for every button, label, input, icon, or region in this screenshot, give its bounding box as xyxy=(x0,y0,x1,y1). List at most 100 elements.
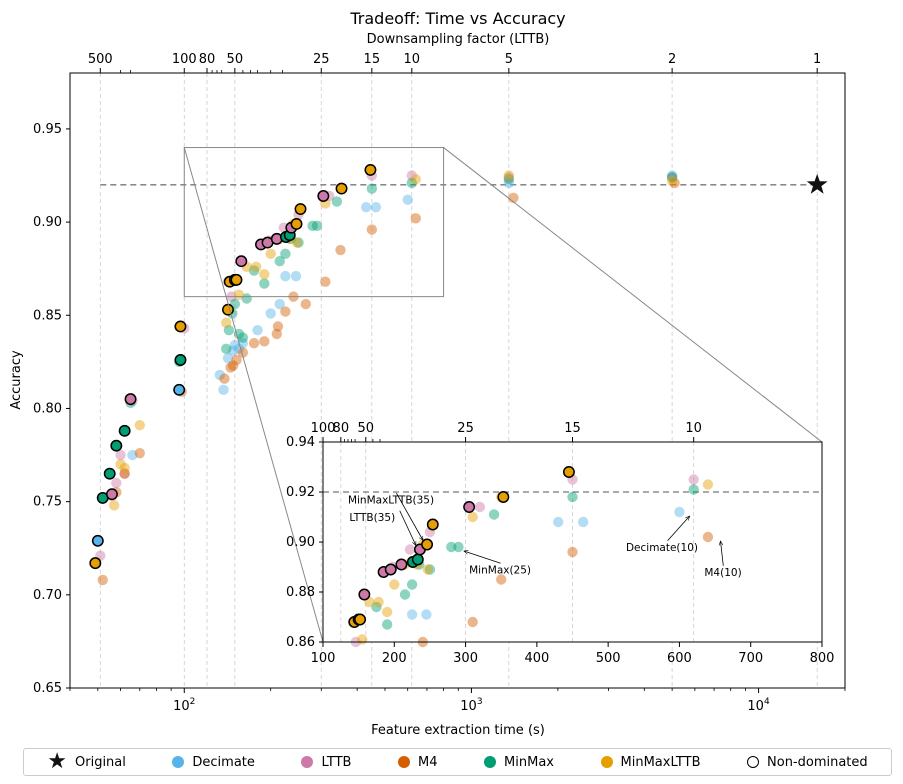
chart-title: Tradeoff: Time vs Accuracy xyxy=(349,9,565,28)
point-minmax-11 xyxy=(237,332,249,343)
y-tick-label-5: 0.90 xyxy=(33,215,62,230)
inset-point-minmaxlttb-20 xyxy=(467,511,478,523)
inset-point-minmax-15 xyxy=(399,589,411,600)
x-tick-label-exp-1: 3 xyxy=(477,697,483,707)
inset-y-tick-label-3: 0.92 xyxy=(286,485,315,500)
legend-item-minmax: MinMax xyxy=(484,755,554,770)
annotation-4: M4(10) xyxy=(704,567,741,579)
point-decimate-4 xyxy=(218,384,229,396)
inset-point-minmax-22 xyxy=(567,491,578,503)
point-minmaxlttb-25 xyxy=(666,175,678,187)
point-m4-19 xyxy=(366,224,378,235)
inset-pareto-point-17 xyxy=(384,563,397,576)
point-m4-2 xyxy=(119,468,130,479)
inset-point-minmaxlttb-18 xyxy=(422,564,433,575)
legend-label: Original xyxy=(75,754,126,770)
point-minmaxlttb-1 xyxy=(108,500,120,511)
annotation-2: MinMax(25) xyxy=(469,564,531,576)
point-m4-13 xyxy=(272,321,284,332)
legend-ring-icon xyxy=(747,756,760,768)
point-minmaxlttb-3 xyxy=(119,462,130,474)
inset-y-tick-label-4: 0.94 xyxy=(286,435,315,450)
top-tick-label-6: 10 xyxy=(404,52,421,67)
inset-x-tick-label-1: 200 xyxy=(382,651,407,666)
zoom-connector-right xyxy=(443,147,823,443)
point-minmax-20 xyxy=(311,220,323,232)
point-minmax-13 xyxy=(248,265,260,276)
point-decimate-7 xyxy=(229,339,241,351)
legend-label: MinMax xyxy=(504,754,554,770)
point-minmax-19 xyxy=(307,220,318,232)
point-minmax-21 xyxy=(331,196,343,207)
point-m4-22 xyxy=(669,177,680,189)
inset-point-minmaxlttb-14 xyxy=(389,579,400,590)
pareto-point-3 xyxy=(106,488,118,501)
point-decimate-5 xyxy=(222,352,234,364)
inset-point-decimate-13 xyxy=(406,609,418,620)
y-tick-label-0: 0.65 xyxy=(33,681,62,696)
point-decimate-19 xyxy=(666,170,678,181)
inset-top-tick-label-3: 25 xyxy=(457,421,474,436)
pareto-point-24 xyxy=(317,190,330,202)
inset-point-minmax-23 xyxy=(688,484,699,495)
inset-pareto-point-20 xyxy=(411,553,424,566)
inset-point-lttb-15 xyxy=(474,501,486,513)
inset-pareto-point-18 xyxy=(395,558,408,571)
pareto-point-1 xyxy=(89,557,102,570)
point-minmaxlttb-14 xyxy=(265,248,276,259)
pareto-point-22 xyxy=(290,218,303,230)
legend-item-decimate: Decimate xyxy=(172,755,255,770)
point-m4-16 xyxy=(300,298,312,310)
zoom-connector-left xyxy=(183,147,324,643)
inset-y-tick-label-1: 0.88 xyxy=(286,585,315,600)
pareto-point-9 xyxy=(174,354,187,366)
annotation-arrow-4 xyxy=(720,541,724,566)
annotation-arrow-2 xyxy=(464,551,501,564)
legend-swatch-icon xyxy=(398,756,410,768)
point-m4-18 xyxy=(335,244,346,256)
inset-point-minmax-19 xyxy=(446,541,457,553)
pareto-point-0 xyxy=(91,534,104,547)
inset-point-lttb-13 xyxy=(404,544,416,555)
legend-swatch-icon xyxy=(600,756,613,768)
y-tick-label-3: 0.80 xyxy=(33,401,62,416)
inset-point-minmax-13 xyxy=(371,601,382,613)
point-decimate-18 xyxy=(503,177,515,189)
inset-x-tick-label-5: 600 xyxy=(667,651,692,666)
inset-pareto-point-15 xyxy=(358,588,371,601)
point-minmax-16 xyxy=(280,248,291,259)
inset-point-minmax-20 xyxy=(453,541,464,553)
inset-point-minmaxlttb-23 xyxy=(702,479,714,490)
point-minmax-12 xyxy=(241,293,252,304)
legend-label: Decimate xyxy=(192,754,255,770)
point-decimate-1 xyxy=(127,449,138,461)
point-lttb-19 xyxy=(666,172,678,183)
annotation-arrow-3 xyxy=(667,516,690,542)
point-decimate-11 xyxy=(265,308,276,319)
top-axis-label: Downsampling factor (LTTB) xyxy=(367,32,550,47)
point-minmax-14 xyxy=(259,278,270,289)
point-minmaxlttb-18 xyxy=(291,237,303,248)
point-lttb-4 xyxy=(119,468,130,479)
inset-plot: MinMaxLTTB(35) LTTB(35) MinMax(25) Decimate… xyxy=(286,421,834,666)
point-decimate-6 xyxy=(227,345,239,356)
inset-pareto-point-14 xyxy=(354,613,367,626)
point-m4-5 xyxy=(219,373,230,384)
x-tick-label-0: 102 xyxy=(173,697,195,714)
inset-top-tick-label-0: 100 xyxy=(311,421,336,436)
inset-point-m4-19 xyxy=(567,546,578,558)
point-m4-10 xyxy=(248,338,260,349)
point-m4-9 xyxy=(237,347,249,358)
zoom-region-rect xyxy=(183,147,445,298)
inset-y-tick-label-0: 0.86 xyxy=(286,635,315,650)
x-tick-label-exp-0: 2 xyxy=(190,697,196,707)
point-decimate-13 xyxy=(280,270,291,282)
inset-pareto-point-24 xyxy=(463,501,476,513)
inset-top-tick-label-5: 10 xyxy=(685,421,702,436)
pareto-point-4 xyxy=(103,467,116,480)
point-decimate-10 xyxy=(252,324,263,336)
point-decimate-17 xyxy=(402,194,413,205)
annotation-arrow-0 xyxy=(396,493,424,540)
point-decimate-14 xyxy=(290,270,302,282)
inset-pareto-point-26 xyxy=(562,466,575,478)
